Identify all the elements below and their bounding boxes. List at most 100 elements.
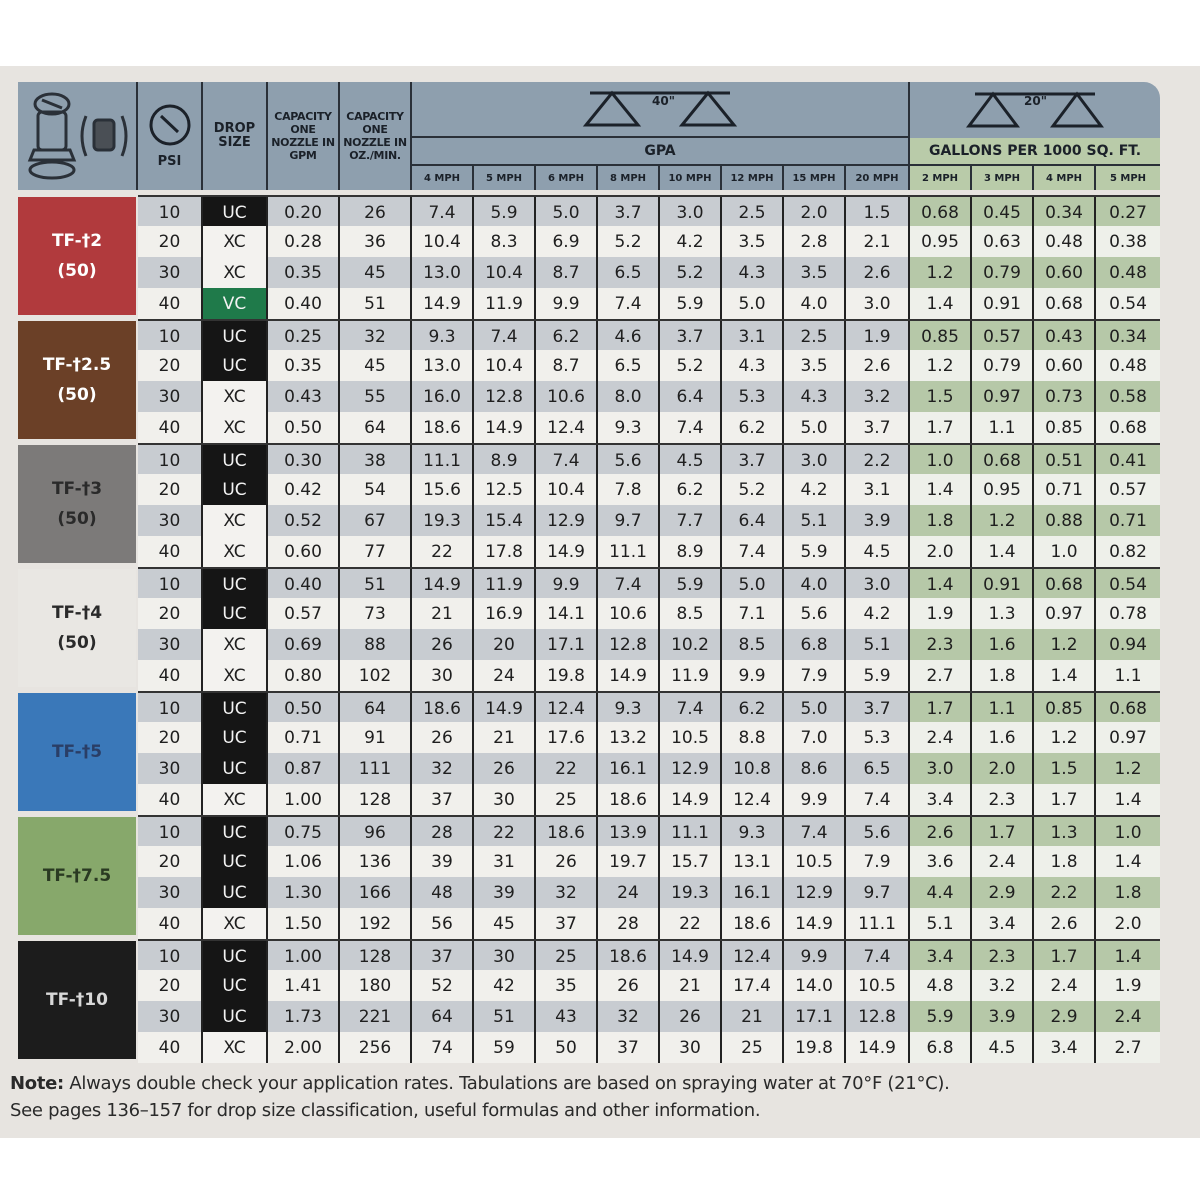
gpa-cell: 14.9 [536,536,598,567]
gal-1000-cell: 0.54 [1096,569,1160,600]
oz-cell: 96 [340,817,412,848]
gpa-cell: 26 [412,629,474,660]
gal-1000-cell: 0.41 [1096,445,1160,476]
gpa-cell: 39 [412,846,474,877]
drop-size-cell: UC [203,970,268,1001]
gal-1000-cell: 0.57 [1096,474,1160,505]
drop-size-header: DROP SIZE [203,82,268,190]
gpa-cell: 10.5 [784,846,846,877]
gpm-cell: 2.00 [268,1032,340,1063]
gpm-cell: 1.00 [268,941,340,972]
gpa-cell: 9.3 [412,321,474,352]
gpa-cell: 12.9 [660,753,722,784]
gpa-cell: 4.3 [722,350,784,381]
drop-size-cell: UC [203,817,268,848]
gpa-cell: 8.7 [536,257,598,288]
gpa-cell: 12.9 [784,877,846,908]
gpa-cell: 14.9 [412,288,474,319]
gpa-cell: 5.6 [598,445,660,476]
gpm-cell: 0.52 [268,505,340,536]
psi-cell: 30 [138,753,203,784]
gpm-cell: 0.40 [268,569,340,600]
gpa-cell: 3.7 [598,197,660,228]
pressure-gauge-icon [149,104,190,146]
table-row: 30 UC 1.73 221 64 51 43 32 26 21 17.1 12.8 5.9 3.9 2.9… [138,1001,1160,1032]
psi-cell: 30 [138,629,203,660]
table-row: 30 UC 1.30 166 48 39 32 24 19.3 16.1 12.9 9.7 4.4 2.9… [138,877,1160,908]
gal-1000-cell: 2.0 [972,753,1034,784]
spacing-20-header: 20" [910,82,1160,138]
gpa-cell: 9.9 [784,941,846,972]
gal-1000-cell: 0.48 [1034,226,1096,257]
gpa-cell: 11.9 [474,288,536,319]
gpa-cell: 4.0 [784,569,846,600]
gal-1000-cell: 2.3 [972,784,1034,815]
gpa-cell: 7.4 [660,693,722,724]
gpa-cell: 6.5 [846,753,910,784]
gpa-cell: 10.4 [474,257,536,288]
gal-1000-cell: 0.60 [1034,350,1096,381]
speed-header: 8 MPH [598,166,660,190]
gal-1000-cell: 5.9 [910,1001,972,1032]
drop-size-cell: XC [203,536,268,567]
gpa-cell: 5.1 [846,629,910,660]
gpa-cell: 25 [536,784,598,815]
gpa-cell: 10.5 [660,722,722,753]
gpa-cell: 8.0 [598,381,660,412]
capacity-gpm-header: CAPACITY ONE NOZZLE IN GPM [268,82,340,190]
gal-1000-cell: 2.4 [972,846,1034,877]
gpa-cell: 5.9 [846,660,910,691]
gpa-cell: 8.7 [536,350,598,381]
gpa-cell: 15.6 [412,474,474,505]
psi-cell: 20 [138,350,203,381]
gpa-cell: 28 [598,908,660,939]
nozzle-name: TF-†4 [51,603,103,623]
gpa-cell: 1.5 [846,197,910,228]
gpa-cell: 4.3 [784,381,846,412]
oz-cell: 26 [340,197,412,228]
gallons-per-1000-header: GALLONS PER 1000 SQ. FT. [910,138,1160,166]
oz-cell: 91 [340,722,412,753]
gpa-cell: 9.7 [598,505,660,536]
psi-cell: 20 [138,474,203,505]
gpa-cell: 17.1 [536,629,598,660]
note-line-2: See pages 136–157 for drop size classifi… [10,1100,761,1121]
psi-cell: 40 [138,784,203,815]
nozzle-group-label: TF-†2 (50) [18,197,136,315]
gpm-cell: 0.69 [268,629,340,660]
gal-1000-cell: 0.68 [1034,288,1096,319]
drop-size-cell: UC [203,445,268,476]
gpa-cell: 43 [536,1001,598,1032]
gpm-cell: 0.42 [268,474,340,505]
gpa-cell: 22 [474,817,536,848]
gpm-cell: 0.50 [268,693,340,724]
gpa-cell: 14.9 [474,693,536,724]
speed-header: 4 MPH [412,166,474,190]
table-row: 30 UC 0.87 111 32 26 22 16.1 12.9 10.8 8.6 6.5 3.0 2.… [138,753,1160,784]
gpa-cell: 32 [412,753,474,784]
table-row: 40 XC 1.00 128 37 30 25 18.6 14.9 12.4 9.9 7.4 3.4 2.… [138,784,1160,815]
gal-1000-cell: 2.4 [1096,1001,1160,1032]
gal-1000-cell: 4.8 [910,970,972,1001]
psi-cell: 30 [138,505,203,536]
nozzle-name: TF-†2 [51,231,103,251]
table-row: 40 XC 2.00 256 74 59 50 37 30 25 19.8 14.9 6.8 4.5 3.4… [138,1032,1160,1063]
drop-size-cell: XC [203,226,268,257]
psi-label: PSI [157,154,182,169]
gpa-cell: 4.0 [784,288,846,319]
note-line-1: Always double check your application rat… [63,1073,950,1094]
gpa-cell: 10.4 [474,350,536,381]
oz-cell: 67 [340,505,412,536]
gpa-cell: 14.1 [536,598,598,629]
gpa-cell: 3.5 [722,226,784,257]
gal-1000-cell: 0.71 [1034,474,1096,505]
gpa-cell: 5.0 [722,288,784,319]
table-row: 40 XC 0.50 64 18.6 14.9 12.4 9.3 7.4 6.2 5.0 3.7 1.7… [138,412,1160,443]
psi-cell: 10 [138,321,203,352]
gpa-cell: 26 [474,753,536,784]
gpa-cell: 6.5 [598,257,660,288]
gal-1000-cell: 3.4 [972,908,1034,939]
table-row: 10 UC 0.40 51 14.9 11.9 9.9 7.4 5.9 5.0 4.0 3.0 1.4 0… [138,567,1160,600]
gal-1000-cell: 0.97 [1096,722,1160,753]
gal-1000-cell: 4.5 [972,1032,1034,1063]
